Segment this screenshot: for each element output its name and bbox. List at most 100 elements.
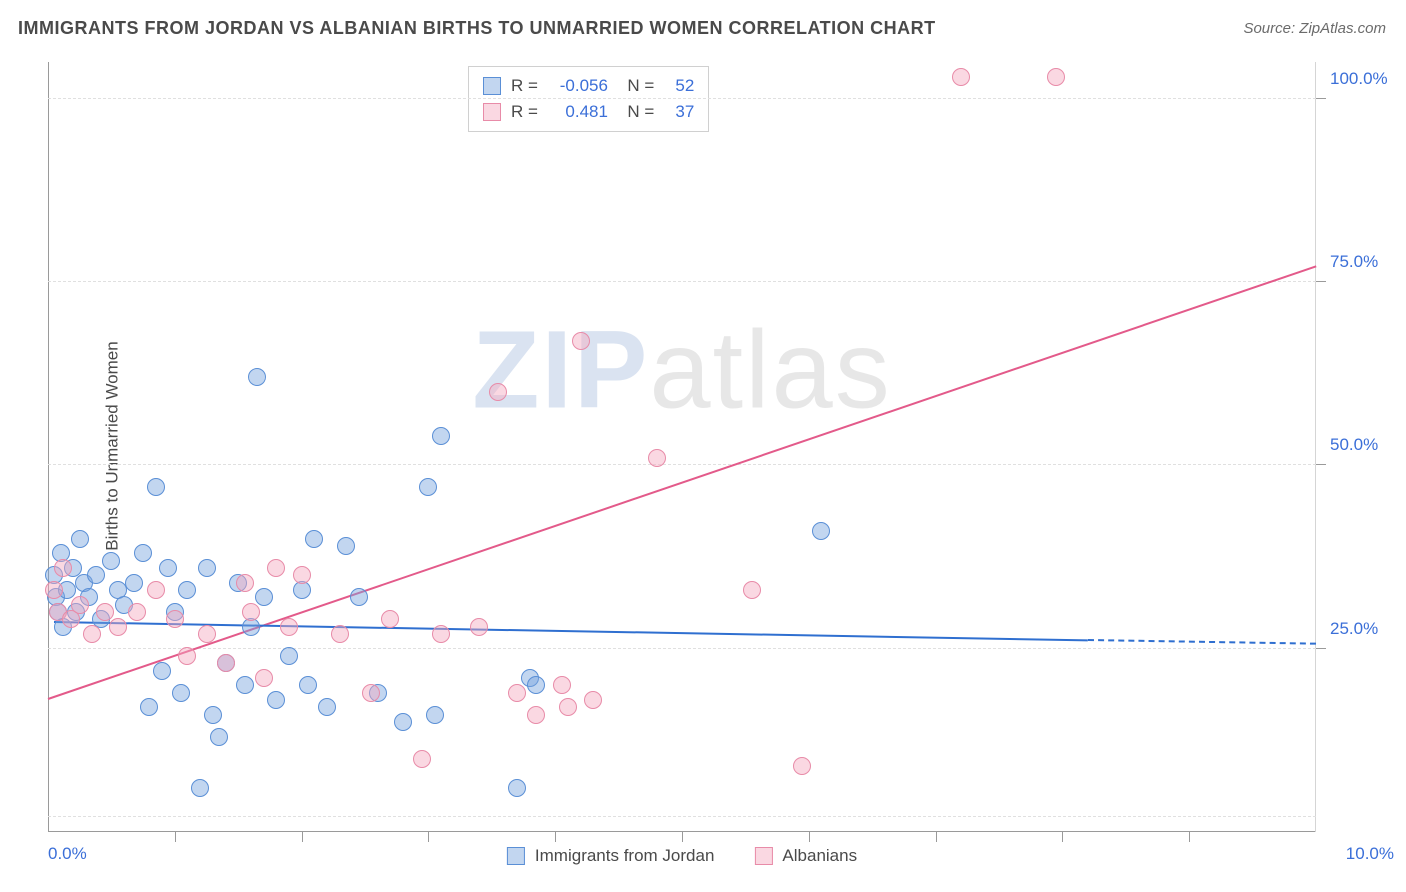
scatter-point-s2 — [470, 618, 488, 636]
y-tick-label: 100.0% — [1330, 69, 1388, 89]
legend-label-s2: Albanians — [782, 846, 857, 866]
chart-source: Source: ZipAtlas.com — [1243, 20, 1386, 37]
scatter-point-s2 — [45, 581, 63, 599]
gridline — [48, 648, 1316, 649]
stats-legend: R = -0.056 N = 52 R = 0.481 N = 37 — [468, 66, 709, 132]
scatter-point-s1 — [280, 647, 298, 665]
scatter-point-s2 — [331, 625, 349, 643]
scatter-point-s2 — [572, 332, 590, 350]
scatter-point-s2 — [267, 559, 285, 577]
scatter-point-s1 — [236, 676, 254, 694]
scatter-point-s1 — [299, 676, 317, 694]
scatter-point-s2 — [255, 669, 273, 687]
stats-r-label: R = — [511, 102, 538, 122]
legend-label-s1: Immigrants from Jordan — [535, 846, 715, 866]
stats-r-s1: -0.056 — [548, 76, 608, 96]
legend-swatch-s1 — [507, 847, 525, 865]
scatter-point-s2 — [432, 625, 450, 643]
stats-n-s1: 52 — [664, 76, 694, 96]
stats-row-s1: R = -0.056 N = 52 — [483, 73, 694, 99]
scatter-point-s1 — [267, 691, 285, 709]
scatter-point-s1 — [140, 698, 158, 716]
scatter-point-s2 — [198, 625, 216, 643]
scatter-point-s1 — [255, 588, 273, 606]
y-axis-left — [48, 62, 49, 832]
trend-line — [48, 265, 1317, 700]
scatter-point-s1 — [191, 779, 209, 797]
scatter-point-s2 — [236, 574, 254, 592]
gridline — [48, 816, 1316, 817]
watermark: ZIPatlas — [472, 307, 891, 434]
gridline — [48, 98, 1316, 99]
scatter-point-s1 — [432, 427, 450, 445]
scatter-point-s2 — [1047, 68, 1065, 86]
swatch-s2 — [483, 103, 501, 121]
series-legend: Immigrants from Jordan Albanians — [507, 846, 857, 866]
stats-row-s2: R = 0.481 N = 37 — [483, 99, 694, 125]
chart-title: IMMIGRANTS FROM JORDAN VS ALBANIAN BIRTH… — [18, 18, 936, 39]
stats-n-label: N = — [618, 102, 654, 122]
gridline — [48, 464, 1316, 465]
scatter-point-s2 — [147, 581, 165, 599]
y-tick — [1316, 281, 1326, 282]
legend-item-s2: Albanians — [754, 846, 857, 866]
x-tick — [175, 832, 176, 842]
y-tick-label: 25.0% — [1330, 619, 1378, 639]
watermark-atlas: atlas — [649, 309, 891, 432]
scatter-point-s1 — [125, 574, 143, 592]
scatter-point-s2 — [71, 596, 89, 614]
scatter-point-s2 — [96, 603, 114, 621]
swatch-s1 — [483, 77, 501, 95]
scatter-point-s2 — [128, 603, 146, 621]
watermark-zip: ZIP — [472, 309, 649, 432]
stats-n-s2: 37 — [664, 102, 694, 122]
scatter-point-s2 — [508, 684, 526, 702]
scatter-point-s1 — [394, 713, 412, 731]
stats-n-label: N = — [618, 76, 654, 96]
scatter-point-s1 — [178, 581, 196, 599]
stats-r-s2: 0.481 — [548, 102, 608, 122]
scatter-point-s1 — [210, 728, 228, 746]
scatter-point-s1 — [508, 779, 526, 797]
scatter-point-s1 — [134, 544, 152, 562]
scatter-point-s2 — [166, 610, 184, 628]
x-tick — [1062, 832, 1063, 842]
x-tick — [682, 832, 683, 842]
scatter-point-s2 — [109, 618, 127, 636]
y-tick — [1316, 464, 1326, 465]
scatter-point-s2 — [293, 566, 311, 584]
scatter-point-s1 — [248, 368, 266, 386]
scatter-point-s1 — [305, 530, 323, 548]
scatter-point-s2 — [793, 757, 811, 775]
scatter-point-s2 — [648, 449, 666, 467]
legend-swatch-s2 — [754, 847, 772, 865]
scatter-point-s1 — [198, 559, 216, 577]
gridline — [48, 281, 1316, 282]
x-tick — [809, 832, 810, 842]
x-tick — [555, 832, 556, 842]
trend-line — [1088, 639, 1316, 645]
scatter-point-s1 — [350, 588, 368, 606]
x-tick-label-min: 0.0% — [48, 844, 87, 864]
scatter-point-s2 — [83, 625, 101, 643]
scatter-point-s1 — [147, 478, 165, 496]
scatter-point-s2 — [952, 68, 970, 86]
scatter-point-s1 — [159, 559, 177, 577]
x-tick-label-max: 10.0% — [1346, 844, 1394, 864]
scatter-point-s2 — [559, 698, 577, 716]
scatter-point-s1 — [419, 478, 437, 496]
scatter-point-s1 — [71, 530, 89, 548]
scatter-point-s2 — [217, 654, 235, 672]
scatter-point-s1 — [337, 537, 355, 555]
scatter-point-s2 — [489, 383, 507, 401]
y-axis-right — [1315, 62, 1316, 832]
scatter-point-s1 — [426, 706, 444, 724]
scatter-point-s1 — [87, 566, 105, 584]
scatter-point-s1 — [204, 706, 222, 724]
x-tick — [1189, 832, 1190, 842]
scatter-point-s2 — [743, 581, 761, 599]
plot-area: ZIPatlas R = -0.056 N = 52 R = 0.481 N =… — [48, 62, 1316, 832]
scatter-point-s2 — [553, 676, 571, 694]
scatter-point-s1 — [102, 552, 120, 570]
y-tick-label: 75.0% — [1330, 252, 1378, 272]
